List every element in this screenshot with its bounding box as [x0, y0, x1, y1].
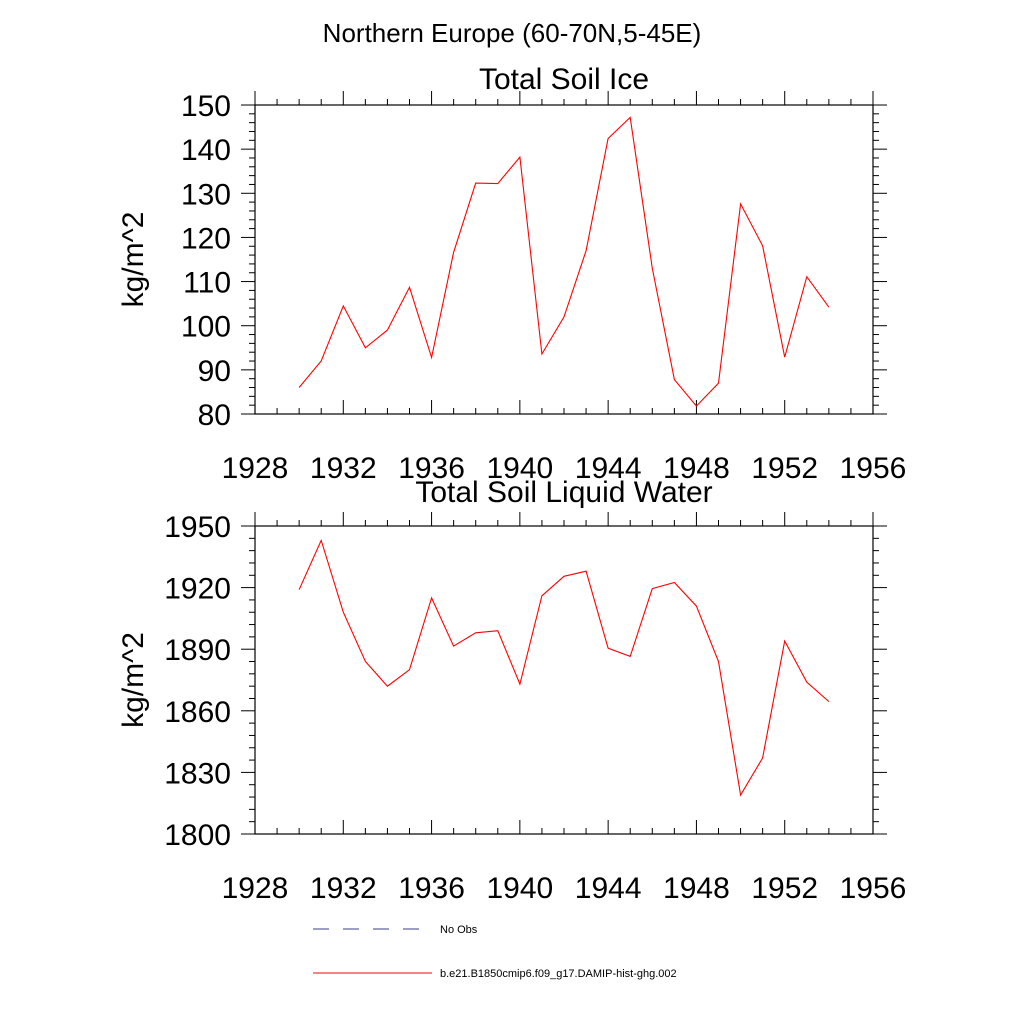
x-tick-label: 1952 [751, 872, 818, 905]
x-tick-label: 1948 [663, 872, 730, 905]
y-tick-label: 1800 [164, 819, 231, 852]
y-tick-label: 80 [198, 399, 231, 432]
x-tick-label: 1956 [840, 872, 907, 905]
y-axis-label: kg/m^2 [117, 212, 150, 308]
x-tick-label: 1936 [398, 452, 465, 485]
y-tick-label: 1830 [164, 757, 231, 790]
x-tick-label: 1936 [398, 872, 465, 905]
series-line [298, 116, 830, 407]
plot-frame [254, 525, 874, 835]
y-tick-label: 1920 [164, 573, 231, 606]
y-tick-label: 1950 [164, 511, 231, 544]
x-tick-label: 1952 [751, 452, 818, 485]
x-tick-label: 1928 [222, 872, 289, 905]
legend: No Obs b.e21.B1850cmip6.f09_g17.DAMIP-his… [313, 924, 677, 980]
y-tick-label: 140 [181, 134, 231, 167]
chart-title: Total Soil Liquid Water [415, 476, 712, 509]
x-tick-label: 1932 [310, 872, 377, 905]
x-tick-label: 1944 [575, 872, 642, 905]
y-tick-label: 1860 [164, 696, 231, 729]
chart-panel-2: Total Soil Liquid Water 1928 1932 1936 1940 1… [117, 476, 906, 905]
legend-label: No Obs [440, 924, 478, 936]
y-tick-label: 150 [181, 90, 231, 123]
x-tick-label: 1940 [486, 872, 553, 905]
y-tick-label: 1890 [164, 634, 231, 667]
y-tick-label: 120 [181, 222, 231, 255]
plot-frame [254, 104, 874, 415]
y-tick-label: 130 [181, 178, 231, 211]
x-tick-label: 1956 [840, 452, 907, 485]
chart-panel-1: Total Soil Ice 1928 1932 1936 1940 1944 1948 19… [117, 63, 906, 485]
chart-panels: Total Soil Ice 1928 1932 1936 1940 1944 1948 19… [117, 63, 906, 905]
x-tick-label: 1928 [222, 452, 289, 485]
y-axis-label: kg/m^2 [117, 632, 150, 728]
figure-title: Northern Europe (60-70N,5-45E) [323, 18, 702, 48]
x-tick-label: 1940 [486, 452, 553, 485]
x-tick-label: 1932 [310, 452, 377, 485]
x-tick-label: 1948 [663, 452, 730, 485]
series-line [298, 538, 830, 797]
x-tick-label: 1944 [575, 452, 642, 485]
y-tick-label: 100 [181, 311, 231, 344]
legend-label: b.e21.B1850cmip6.f09_g17.DAMIP-hist-ghg.… [440, 968, 677, 980]
y-tick-label: 110 [183, 267, 231, 300]
y-tick-label: 90 [198, 355, 231, 388]
chart-title: Total Soil Ice [479, 63, 649, 96]
